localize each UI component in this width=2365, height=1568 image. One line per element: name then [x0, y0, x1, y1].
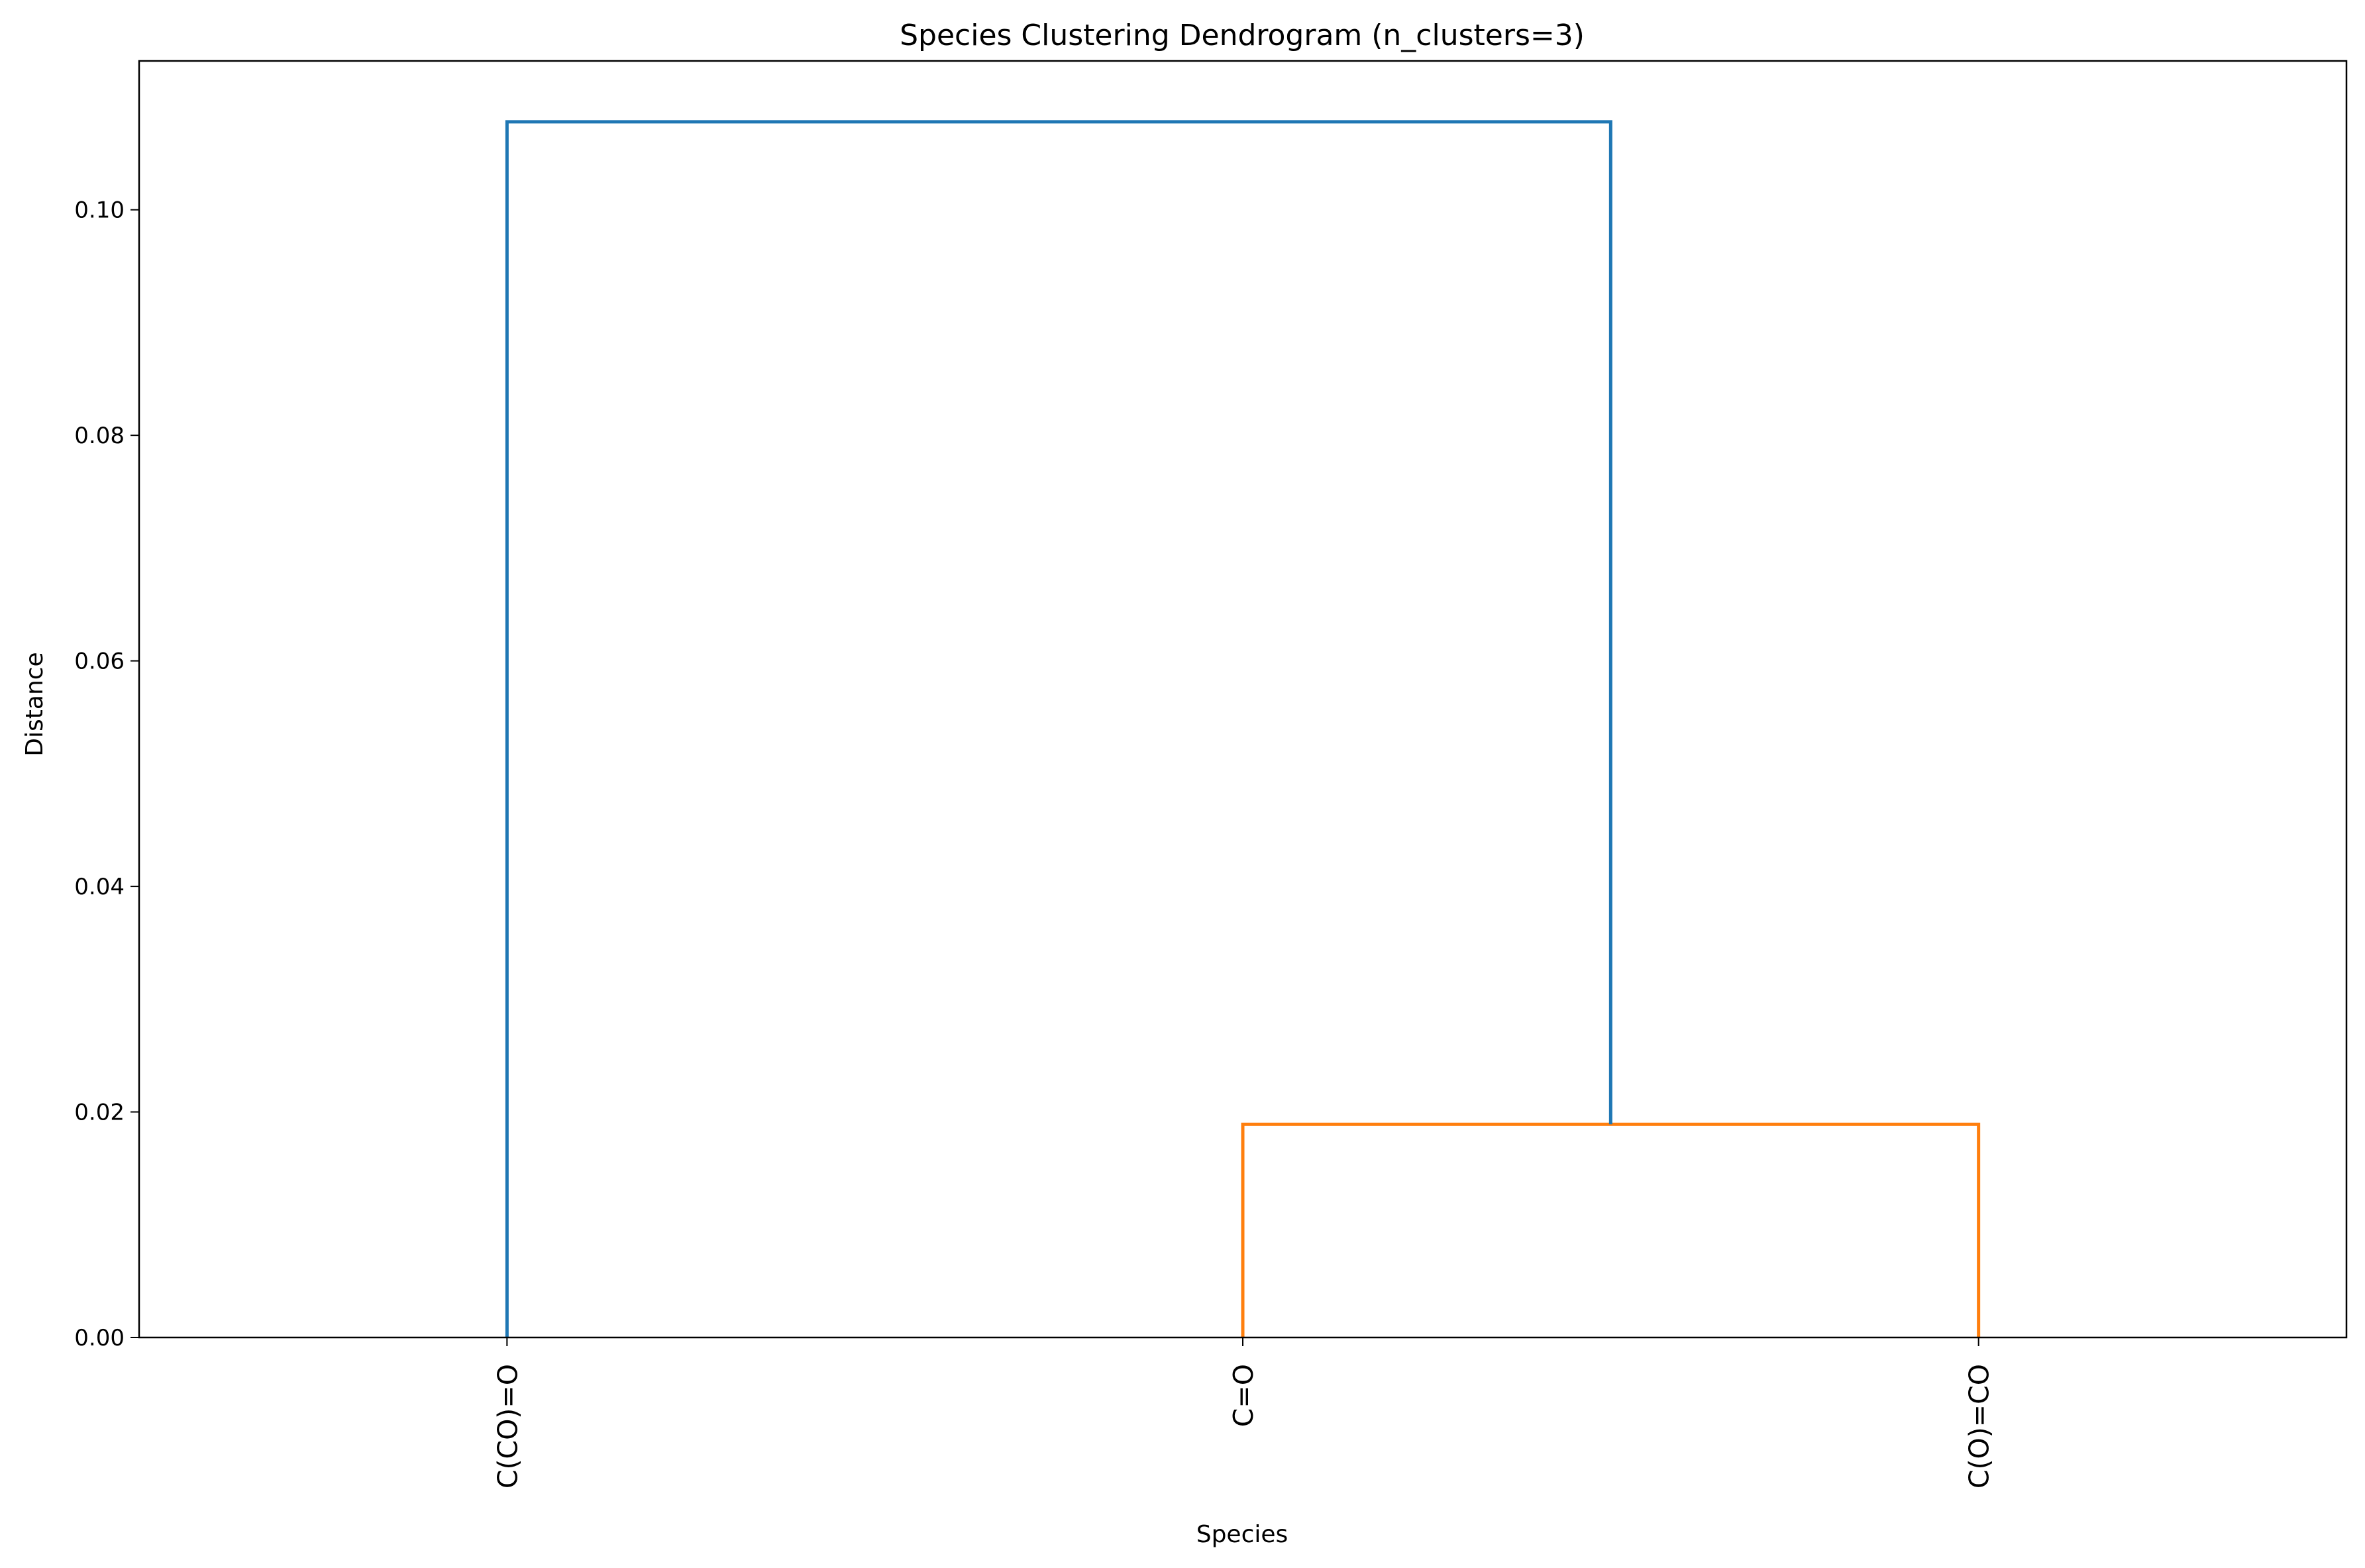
chart-title: Species Clustering Dendrogram (n_cluster…: [900, 19, 1585, 52]
dendrogram-links: [505, 120, 1981, 1337]
x-axis-label: Species: [1196, 1521, 1288, 1548]
leaf-label: C(CO)=O: [492, 1364, 523, 1489]
y-tick-label: 0.10: [74, 197, 125, 224]
leaf-label: C=O: [1228, 1364, 1259, 1427]
y-tick-label: 0.02: [74, 1100, 125, 1126]
y-axis-ticks: 0.00 0.02 0.04 0.06 0.08 0.10: [74, 197, 139, 1351]
leaf-label: C(O)=CO: [1964, 1364, 1995, 1489]
y-axis-label: Distance: [21, 652, 48, 756]
y-tick-label: 0.04: [74, 874, 125, 900]
y-tick-label: 0.08: [74, 423, 125, 449]
x-axis-ticks: C(CO)=O C=O C(O)=CO: [492, 1337, 1995, 1489]
y-tick-label: 0.06: [74, 649, 125, 675]
dendrogram-link: [505, 120, 1612, 1337]
y-tick-label: 0.00: [74, 1325, 125, 1351]
